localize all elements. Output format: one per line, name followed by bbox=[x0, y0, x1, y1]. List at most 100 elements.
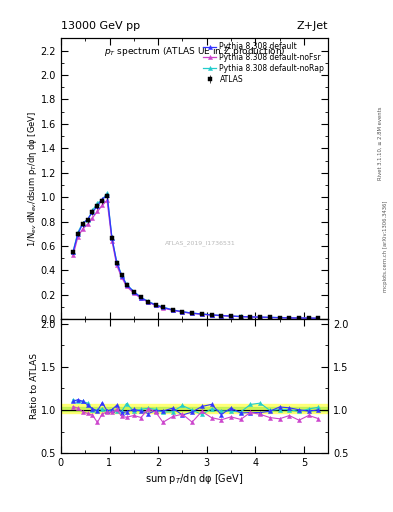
Pythia 8.308 default-noRap bbox=[229, 313, 233, 319]
Pythia 8.308 default-noFsr bbox=[238, 313, 243, 319]
Pythia 8.308 default-noFsr bbox=[105, 197, 109, 203]
Pythia 8.308 default-noRap bbox=[85, 217, 90, 223]
Pythia 8.308 default-noFsr bbox=[131, 290, 136, 296]
Pythia 8.308 default bbox=[161, 305, 165, 311]
Pythia 8.308 default-noFsr bbox=[110, 238, 114, 244]
Pythia 8.308 default-noRap bbox=[190, 310, 195, 316]
Pythia 8.308 default-noFsr bbox=[209, 312, 214, 318]
Text: Rivet 3.1.10, ≥ 2.8M events: Rivet 3.1.10, ≥ 2.8M events bbox=[378, 106, 383, 180]
Pythia 8.308 default bbox=[229, 313, 233, 319]
Pythia 8.308 default-noFsr bbox=[200, 311, 204, 317]
Pythia 8.308 default-noFsr bbox=[153, 303, 158, 309]
Pythia 8.308 default-noFsr bbox=[316, 315, 321, 322]
Pythia 8.308 default bbox=[110, 234, 114, 241]
Pythia 8.308 default-noFsr bbox=[287, 315, 292, 321]
Pythia 8.308 default bbox=[277, 314, 282, 321]
Pythia 8.308 default bbox=[307, 315, 311, 321]
Pythia 8.308 default-noRap bbox=[90, 207, 95, 214]
Pythia 8.308 default-noFsr bbox=[100, 202, 105, 208]
Pythia 8.308 default-noFsr bbox=[277, 315, 282, 321]
Legend: Pythia 8.308 default, Pythia 8.308 default-noFsr, Pythia 8.308 default-noRap, AT: Pythia 8.308 default, Pythia 8.308 defau… bbox=[201, 40, 326, 86]
Pythia 8.308 default bbox=[316, 315, 321, 322]
Pythia 8.308 default bbox=[297, 315, 301, 321]
Pythia 8.308 default bbox=[238, 313, 243, 319]
Pythia 8.308 default bbox=[95, 203, 100, 209]
Pythia 8.308 default-noRap bbox=[114, 259, 119, 265]
Pythia 8.308 default-noRap bbox=[153, 302, 158, 308]
Pythia 8.308 default-noRap bbox=[307, 315, 311, 321]
Pythia 8.308 default-noRap bbox=[81, 220, 85, 226]
Pythia 8.308 default bbox=[105, 192, 109, 198]
Pythia 8.308 default bbox=[180, 309, 185, 315]
Text: 13000 GeV pp: 13000 GeV pp bbox=[61, 20, 140, 31]
Pythia 8.308 default-noFsr bbox=[219, 313, 224, 319]
Line: Pythia 8.308 default-noFsr: Pythia 8.308 default-noFsr bbox=[71, 198, 321, 321]
Pythia 8.308 default bbox=[200, 311, 204, 317]
Pythia 8.308 default-noRap bbox=[170, 307, 175, 313]
Pythia 8.308 default-noFsr bbox=[71, 252, 75, 259]
Pythia 8.308 default-noRap bbox=[180, 309, 185, 315]
X-axis label: sum p$_T$/dη dφ [GeV]: sum p$_T$/dη dφ [GeV] bbox=[145, 472, 244, 486]
Pythia 8.308 default bbox=[90, 209, 95, 215]
Pythia 8.308 default-noRap bbox=[316, 315, 321, 322]
Pythia 8.308 default-noRap bbox=[105, 190, 109, 196]
Pythia 8.308 default bbox=[85, 216, 90, 222]
Pythia 8.308 default bbox=[124, 282, 129, 288]
Y-axis label: 1/N$_{ev}$ dN$_{ev}$/dsum p$_T$/dη dφ [GeV]: 1/N$_{ev}$ dN$_{ev}$/dsum p$_T$/dη dφ [G… bbox=[26, 111, 39, 247]
Pythia 8.308 default bbox=[119, 272, 124, 279]
Pythia 8.308 default-noRap bbox=[209, 312, 214, 318]
Pythia 8.308 default-noRap bbox=[110, 236, 114, 242]
Line: Pythia 8.308 default-noRap: Pythia 8.308 default-noRap bbox=[71, 191, 321, 321]
Pythia 8.308 default-noRap bbox=[268, 314, 272, 321]
Y-axis label: Ratio to ATLAS: Ratio to ATLAS bbox=[30, 353, 39, 419]
Pythia 8.308 default-noRap bbox=[119, 272, 124, 278]
Pythia 8.308 default bbox=[75, 231, 80, 237]
Pythia 8.308 default bbox=[248, 314, 253, 320]
Pythia 8.308 default bbox=[71, 249, 75, 255]
Pythia 8.308 default bbox=[81, 221, 85, 227]
Pythia 8.308 default-noFsr bbox=[124, 283, 129, 289]
Pythia 8.308 default-noRap bbox=[75, 229, 80, 236]
Pythia 8.308 default-noFsr bbox=[297, 315, 301, 321]
Pythia 8.308 default-noRap bbox=[71, 248, 75, 254]
Pythia 8.308 default bbox=[100, 196, 105, 202]
Pythia 8.308 default-noFsr bbox=[307, 315, 311, 321]
Text: ATLAS_2019_I1736531: ATLAS_2019_I1736531 bbox=[165, 241, 235, 246]
Pythia 8.308 default-noRap bbox=[219, 312, 224, 318]
Pythia 8.308 default-noRap bbox=[248, 314, 253, 320]
Pythia 8.308 default-noFsr bbox=[95, 208, 100, 215]
Pythia 8.308 default-noFsr bbox=[258, 314, 263, 321]
Pythia 8.308 default-noRap bbox=[95, 200, 100, 206]
Pythia 8.308 default-noFsr bbox=[229, 313, 233, 319]
Pythia 8.308 default-noFsr bbox=[85, 221, 90, 227]
Pythia 8.308 default bbox=[268, 314, 272, 321]
Text: Z+Jet: Z+Jet bbox=[297, 20, 328, 31]
Pythia 8.308 default bbox=[153, 302, 158, 308]
Pythia 8.308 default-noFsr bbox=[190, 310, 195, 316]
Text: mcplots.cern.ch [arXiv:1306.3436]: mcplots.cern.ch [arXiv:1306.3436] bbox=[384, 200, 388, 291]
Pythia 8.308 default-noRap bbox=[287, 315, 292, 321]
Pythia 8.308 default-noRap bbox=[161, 304, 165, 310]
Pythia 8.308 default-noFsr bbox=[180, 309, 185, 315]
Pythia 8.308 default-noFsr bbox=[81, 226, 85, 232]
Pythia 8.308 default bbox=[139, 294, 143, 301]
Pythia 8.308 default bbox=[114, 260, 119, 266]
Pythia 8.308 default-noRap bbox=[238, 313, 243, 319]
Pythia 8.308 default-noRap bbox=[200, 311, 204, 317]
Pythia 8.308 default-noFsr bbox=[170, 307, 175, 313]
Pythia 8.308 default-noRap bbox=[131, 288, 136, 294]
Pythia 8.308 default-noRap bbox=[146, 298, 151, 305]
Pythia 8.308 default bbox=[190, 310, 195, 316]
Pythia 8.308 default bbox=[170, 307, 175, 313]
Pythia 8.308 default-noFsr bbox=[114, 262, 119, 268]
Pythia 8.308 default bbox=[209, 312, 214, 318]
Pythia 8.308 default bbox=[146, 299, 151, 305]
Pythia 8.308 default bbox=[219, 312, 224, 318]
Pythia 8.308 default-noFsr bbox=[268, 314, 272, 321]
Pythia 8.308 default-noRap bbox=[124, 281, 129, 287]
Pythia 8.308 default bbox=[131, 289, 136, 295]
Line: Pythia 8.308 default: Pythia 8.308 default bbox=[71, 193, 321, 321]
Pythia 8.308 default-noRap bbox=[277, 314, 282, 321]
Pythia 8.308 default bbox=[287, 315, 292, 321]
Pythia 8.308 default-noFsr bbox=[119, 274, 124, 280]
